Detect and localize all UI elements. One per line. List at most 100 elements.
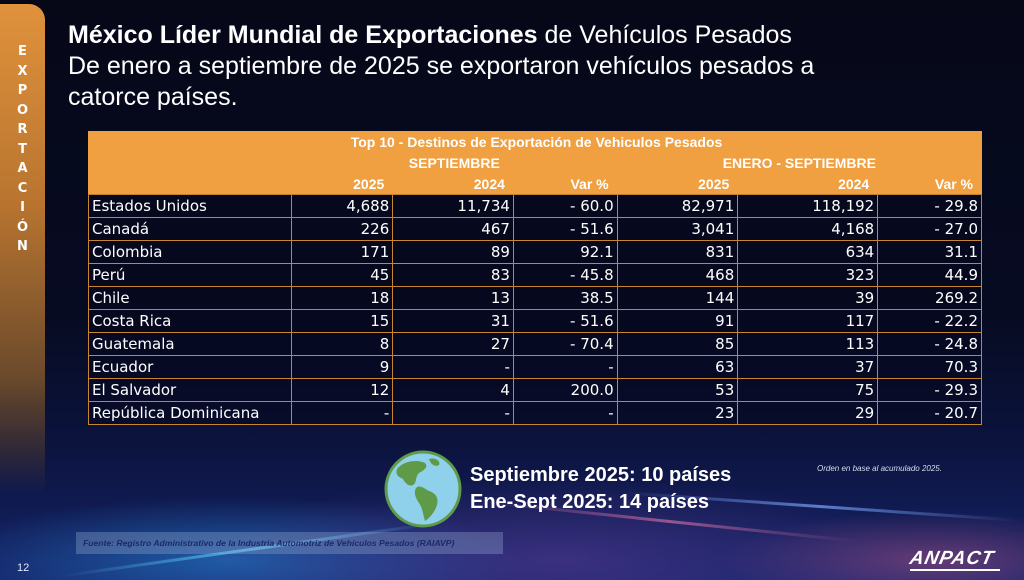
value-cell-ytd-var: 44.9	[877, 263, 982, 287]
value-cell-sep-2025: -	[290, 401, 394, 425]
value-cell-ytd-2024: 4,168	[737, 217, 879, 241]
section-letter: X	[17, 63, 28, 79]
value-cell-sep-2025: 171	[290, 240, 394, 264]
value-cell-ytd-var: - 29.3	[877, 378, 982, 402]
value-cell-sep-2025: 226	[290, 217, 394, 241]
value-cell-ytd-var: 31.1	[877, 240, 982, 264]
value-cell-ytd-2025: 82,971	[616, 194, 739, 218]
section-letter: I	[20, 200, 25, 215]
table-row: Perú 45 83- 45.8 468 323 44.9	[88, 263, 982, 287]
value-cell-sep-2024: 4	[392, 378, 514, 402]
value-cell-ytd-var: - 29.8	[877, 194, 982, 218]
value-cell-sep-var: - 45.8	[512, 263, 618, 287]
value-cell-sep-2025: 15	[290, 309, 394, 333]
value-cell-ytd-2024: 39	[737, 286, 879, 310]
value-cell-sep-2025: 18	[290, 286, 394, 310]
value-cell-ytd-var: - 27.0	[877, 217, 982, 241]
column-header: Var %	[512, 173, 618, 195]
table-row: El Salvador 12 4 200.0 53 75- 29.3	[88, 378, 982, 402]
country-cell: República Dominicana	[88, 401, 292, 425]
table-row: Ecuador 9- -63 37 70.3	[88, 355, 982, 379]
country-cell: Costa Rica	[88, 309, 292, 333]
title-line-3: catorce países.	[68, 83, 238, 111]
value-cell-ytd-2025: 85	[616, 332, 739, 356]
column-header: Var %	[877, 173, 982, 195]
table-header-spacer	[88, 131, 292, 153]
value-cell-ytd-2025: 3,041	[616, 217, 739, 241]
value-cell-sep-var: 200.0	[512, 378, 618, 402]
value-cell-sep-2024: 83	[392, 263, 514, 287]
value-cell-sep-2025: 8	[290, 332, 394, 356]
column-header: 2025	[290, 173, 394, 195]
section-letter: A	[17, 161, 28, 176]
logo-text: ANPACT	[907, 548, 997, 569]
value-cell-sep-2024: -	[392, 401, 514, 425]
group-header-jan-sep: ENERO - SEPTIEMBRE	[616, 152, 983, 174]
column-header: 2024	[737, 173, 879, 195]
value-cell-sep-2024: 27	[392, 332, 514, 356]
table-header-spacer	[88, 152, 292, 174]
value-cell-ytd-2024: 634	[737, 240, 879, 264]
ordering-note: Orden en base al acumulado 2025.	[817, 464, 942, 473]
page-number: 12	[17, 562, 30, 574]
table-caption: Top 10 - Destinos de Exportación de Vehi…	[291, 131, 982, 153]
value-cell-ytd-2025: 831	[616, 240, 739, 264]
section-letter: O	[16, 102, 29, 118]
title-regular: de Vehículos Pesados	[537, 21, 792, 49]
country-cell: Guatemala	[88, 332, 292, 356]
table-row: Canadá 226 467- 51.6 3,041 4,168- 27.0	[88, 217, 982, 241]
value-cell-sep-var: -	[512, 401, 618, 425]
value-cell-sep-2025: 12	[290, 378, 394, 402]
table-row: Guatemala 8 27- 70.4 85 113- 24.8	[88, 332, 982, 356]
section-letter: R	[17, 122, 28, 137]
value-cell-ytd-2025: 23	[616, 401, 739, 425]
value-cell-ytd-2024: 117	[737, 309, 879, 333]
value-cell-sep-2024: 11,734	[392, 194, 514, 218]
value-cell-sep-var: - 51.6	[512, 217, 618, 241]
country-cell: El Salvador	[88, 378, 292, 402]
summary-box: Septiembre 2025: 10 países Ene-Sept 2025…	[470, 462, 731, 516]
source-note: Fuente: Registro Administrativo de la In…	[76, 532, 503, 554]
value-cell-ytd-2024: 113	[737, 332, 879, 356]
section-tab: E X P O R T A C I Ó N	[0, 4, 45, 580]
value-cell-ytd-2024: 323	[737, 263, 879, 287]
summary-jan-sep: Ene-Sept 2025: 14 países	[470, 491, 710, 513]
value-cell-sep-var: -	[512, 355, 618, 379]
country-cell: Ecuador	[88, 355, 292, 379]
value-cell-ytd-2025: 53	[616, 378, 739, 402]
table-row: República Dominicana - - -23 29- 20.7	[88, 401, 982, 425]
export-destinations-table: Top 10 - Destinos de Exportación de Vehi…	[88, 131, 983, 425]
country-cell: Chile	[88, 286, 292, 310]
value-cell-ytd-var: 70.3	[877, 355, 982, 379]
section-letter: N	[17, 239, 28, 254]
value-cell-ytd-2024: 75	[737, 378, 879, 402]
country-cell: Colombia	[88, 240, 292, 264]
table-row: Chile 18 13 38.5 144 39 269.2	[88, 286, 982, 310]
value-cell-ytd-2024: 118,192	[737, 194, 879, 218]
value-cell-sep-2024: 467	[392, 217, 514, 241]
table-row: Colombia 171 89 92.1 831 634 31.1	[88, 240, 982, 264]
country-cell: Estados Unidos	[88, 194, 292, 218]
title-line-2: De enero a septiembre de 2025 se exporta…	[68, 52, 815, 80]
page-title: México Líder Mundial de Exportaciones de…	[68, 20, 968, 113]
section-letter: T	[18, 141, 27, 157]
value-cell-ytd-2025: 91	[616, 309, 739, 333]
value-cell-ytd-2025: 144	[616, 286, 739, 310]
value-cell-sep-2025: 45	[290, 263, 394, 287]
section-letter: C	[17, 180, 28, 196]
table-row: Costa Rica 15 31- 51.6 91 117- 22.2	[88, 309, 982, 333]
logo-underline	[910, 569, 1000, 571]
value-cell-sep-2024: 13	[392, 286, 514, 310]
anpact-logo: ANPACT	[907, 548, 1010, 572]
value-cell-sep-2025: 4,688	[290, 194, 394, 218]
title-bold: México Líder Mundial de Exportaciones	[68, 21, 538, 49]
group-header-september: SEPTIEMBRE	[291, 152, 618, 174]
value-cell-sep-var: - 51.6	[512, 309, 618, 333]
value-cell-ytd-2025: 63	[616, 355, 739, 379]
section-letter: P	[17, 83, 28, 98]
value-cell-ytd-2024: 37	[737, 355, 879, 379]
value-cell-ytd-var: - 24.8	[877, 332, 982, 356]
column-header: 2024	[392, 173, 514, 195]
value-cell-ytd-2025: 468	[616, 263, 739, 287]
column-header: 2025	[616, 173, 739, 195]
